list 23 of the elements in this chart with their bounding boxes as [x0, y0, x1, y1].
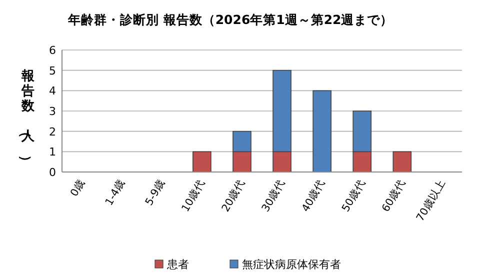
- bar: [392, 151, 412, 172]
- y-tick-label: 6: [49, 44, 56, 57]
- x-tick-label: 1-4歳: [102, 176, 128, 208]
- x-tick-label: 60歳代: [378, 176, 408, 214]
- x-tick-label: 40歳代: [298, 176, 328, 214]
- y-tick-label: 1: [49, 146, 56, 159]
- y-tick-label: 3: [49, 105, 56, 118]
- y-tick-label: 4: [49, 84, 56, 98]
- bar: [312, 90, 332, 172]
- x-tick-label: 20歳代: [218, 176, 248, 214]
- x-tick-label: 0歳: [68, 176, 88, 199]
- x-tick-label: 30歳代: [258, 176, 288, 214]
- y-tick-label: 5: [49, 64, 56, 78]
- x-tick-label: 10歳代: [178, 176, 208, 214]
- bar: [192, 151, 212, 172]
- chart-title: 年齢群・診断別 報告数（2026年第1週～第22週まで）: [67, 12, 394, 27]
- x-tick-label: 5-9歳: [142, 176, 168, 208]
- legend-label: 無症状病原体保有者: [242, 258, 341, 271]
- x-tick-label: 50歳代: [338, 176, 368, 214]
- y-tick-label: 0: [49, 166, 56, 179]
- x-tick-label: 70歳以上: [414, 176, 448, 224]
- legend-label: 患者: [166, 258, 189, 271]
- y-tick-label: 2: [49, 125, 56, 138]
